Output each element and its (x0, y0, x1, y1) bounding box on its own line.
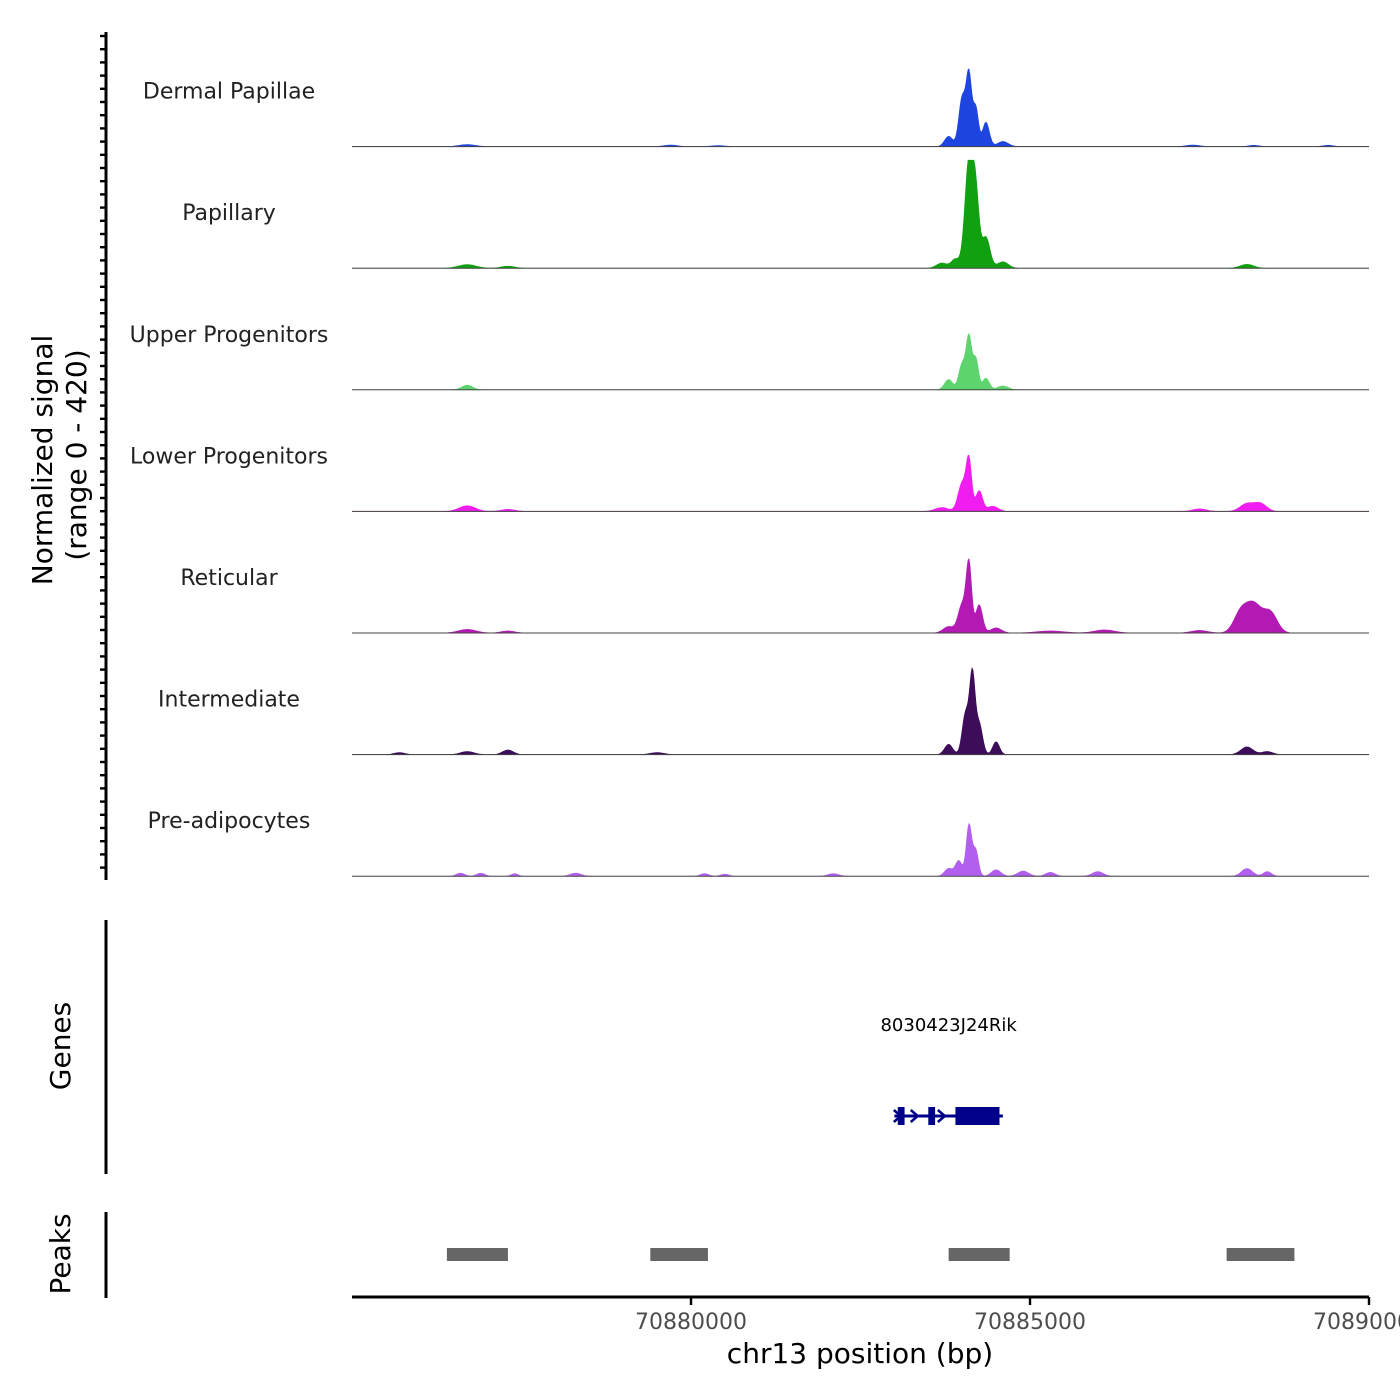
track-pre-adipocytes: Pre-adipocytes (148, 809, 1369, 877)
peak-region (446, 1248, 508, 1261)
strand-arrow (937, 1109, 947, 1123)
track-label: Papillary (182, 201, 276, 226)
y-axis-title: Normalized signal (26, 335, 59, 586)
signal-area (352, 822, 1369, 877)
genes-track-title: Genes (44, 1002, 77, 1090)
x-tick-label: 70890000 (1313, 1310, 1400, 1335)
x-axis-title: chr13 position (bp) (727, 1337, 993, 1370)
signal-area (352, 68, 1369, 147)
gene-model (892, 1107, 1003, 1125)
peak-regions (446, 1248, 1295, 1261)
y-axis-range: (range 0 - 420) (60, 349, 93, 560)
peaks-track-title: Peaks (44, 1213, 77, 1294)
track-papillary: Papillary (182, 159, 1369, 269)
x-tick-label: 70885000 (974, 1310, 1086, 1335)
track-label: Dermal Papillae (143, 80, 315, 105)
gene-exon (928, 1107, 936, 1125)
peak-region (1226, 1248, 1295, 1261)
peak-region (948, 1248, 1010, 1261)
track-label: Lower Progenitors (130, 444, 328, 469)
gene-exon (897, 1107, 905, 1125)
track-reticular: Reticular (180, 558, 1369, 634)
track-lower-progenitors: Lower Progenitors (130, 444, 1369, 512)
peak-region (650, 1248, 708, 1261)
signal-area (352, 558, 1369, 634)
signal-area (352, 454, 1369, 512)
track-dermal-papillae: Dermal Papillae (143, 68, 1369, 148)
track-label: Pre-adipocytes (148, 809, 311, 834)
gene-exon (955, 1107, 1000, 1125)
gene-label: 8030423J24Rik (880, 1015, 1017, 1036)
signal-area (352, 667, 1369, 755)
track-label: Upper Progenitors (130, 323, 329, 348)
strand-arrow (909, 1109, 920, 1123)
x-tick-label: 70880000 (635, 1310, 747, 1335)
track-intermediate: Intermediate (158, 667, 1369, 756)
track-upper-progenitors: Upper Progenitors (130, 323, 1369, 391)
x-axis-ticks: 70880000 70885000 70890000 (635, 1297, 1400, 1335)
coverage-tracks: Dermal Papillae Papillary Upper Progenitor… (130, 68, 1369, 877)
coverage-y-ticks (100, 34, 106, 869)
track-label: Reticular (180, 566, 278, 591)
signal-area (352, 332, 1369, 391)
track-label: Intermediate (158, 688, 300, 713)
signal-area (352, 159, 1369, 269)
